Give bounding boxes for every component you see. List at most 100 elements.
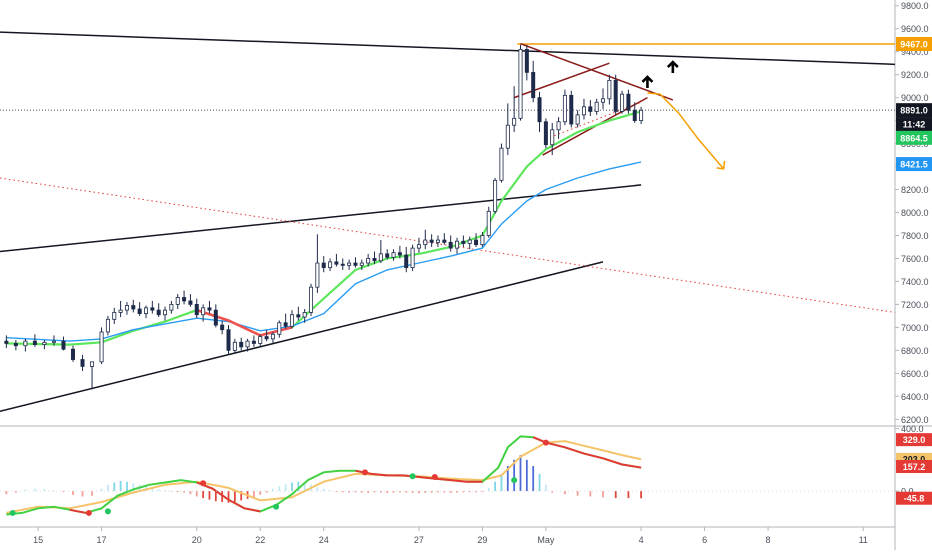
- candle: [575, 114, 580, 125]
- histogram-bar: [506, 466, 509, 492]
- histogram-bar: [72, 491, 74, 495]
- candle: [518, 48, 523, 119]
- histogram-bar: [443, 491, 446, 493]
- histogram-bar: [240, 491, 243, 501]
- candle: [289, 314, 294, 327]
- histogram-bar: [202, 491, 205, 499]
- histogram-bar: [43, 489, 46, 492]
- candle: [32, 340, 37, 345]
- histogram-bar: [602, 491, 604, 498]
- osc-price-label: 329.0: [903, 435, 926, 445]
- cross-marker: [409, 473, 416, 480]
- histogram-bar: [373, 491, 376, 493]
- osc-price-label: -45.8: [904, 494, 925, 504]
- candle: [70, 348, 75, 360]
- up-arrow-1: [666, 60, 679, 74]
- x-tick-label: May: [537, 535, 555, 545]
- histogram-bar: [100, 488, 103, 492]
- candle: [51, 340, 56, 343]
- histogram-bar: [284, 484, 287, 492]
- histogram-bar: [456, 491, 458, 493]
- histogram-bar: [341, 491, 344, 493]
- trendline-0: [0, 31, 896, 66]
- candle: [499, 147, 504, 181]
- candle: [321, 262, 326, 269]
- candle: [220, 324, 225, 331]
- x-tick-label: 20: [192, 535, 202, 545]
- oscillator-line-down-0: [69, 508, 86, 514]
- histogram-bar: [538, 473, 541, 492]
- x-tick-label: 22: [255, 535, 265, 545]
- y-tick-label: 9400.0: [901, 47, 929, 57]
- histogram-bar: [360, 491, 363, 493]
- candle: [429, 239, 434, 243]
- histogram-bar: [195, 491, 198, 497]
- candle: [277, 322, 282, 335]
- candle: [213, 309, 218, 326]
- histogram-bar: [164, 490, 166, 492]
- candle: [486, 210, 491, 236]
- histogram-bar: [405, 491, 408, 493]
- histogram-bar: [157, 489, 160, 492]
- histogram-bar: [335, 491, 338, 493]
- histogram-bar: [348, 491, 351, 493]
- osc-price-label: 203.0: [903, 455, 926, 465]
- histogram-bar: [208, 491, 211, 500]
- candle: [626, 93, 631, 111]
- candle: [4, 340, 9, 344]
- cross-marker: [9, 509, 16, 516]
- candle: [474, 239, 479, 246]
- candle: [163, 309, 168, 316]
- osc-price-label-box: [896, 433, 932, 447]
- histogram-bar: [430, 491, 433, 493]
- cross-marker: [273, 503, 280, 510]
- moving-average-0-down: [196, 308, 293, 337]
- candle: [309, 286, 314, 313]
- cross-marker: [431, 474, 438, 480]
- candle: [169, 303, 174, 311]
- osc-price-label-box: [896, 491, 932, 505]
- candle: [226, 329, 231, 351]
- candle: [632, 109, 637, 122]
- histogram-bar: [564, 491, 566, 495]
- projection-path: [647, 92, 725, 170]
- candle: [207, 307, 212, 311]
- candle: [182, 297, 187, 302]
- osc-price-label: 157.2: [903, 462, 926, 472]
- price-label-box: [896, 157, 932, 172]
- histogram-bar: [494, 481, 497, 492]
- candle: [423, 239, 428, 246]
- candle: [639, 109, 644, 122]
- price-label-box: [896, 36, 932, 51]
- candle: [385, 253, 390, 258]
- candle: [283, 322, 288, 327]
- candle: [435, 239, 440, 243]
- candle: [13, 343, 18, 347]
- candle: [404, 254, 409, 269]
- candle: [42, 341, 47, 345]
- histogram-bar: [113, 482, 116, 492]
- histogram-bar: [481, 491, 484, 493]
- histogram-bar: [544, 484, 547, 492]
- y-tick-label: 6800.0: [901, 346, 929, 356]
- osc-price-label-box: [896, 460, 932, 473]
- histogram-bar: [487, 487, 490, 492]
- candle: [251, 340, 256, 344]
- candle: [112, 312, 117, 320]
- candle: [620, 93, 625, 112]
- x-tick-label: 27: [414, 535, 424, 545]
- candle: [61, 340, 66, 350]
- candle: [581, 106, 586, 116]
- candle: [340, 263, 345, 266]
- candle: [543, 121, 548, 146]
- histogram-bar: [91, 491, 93, 496]
- histogram-bar: [316, 487, 319, 492]
- histogram-bar: [589, 491, 592, 497]
- candle: [232, 341, 237, 351]
- x-tick-label: 11: [859, 535, 868, 545]
- candle: [353, 262, 358, 266]
- y-tick-label: 7400.0: [901, 277, 929, 287]
